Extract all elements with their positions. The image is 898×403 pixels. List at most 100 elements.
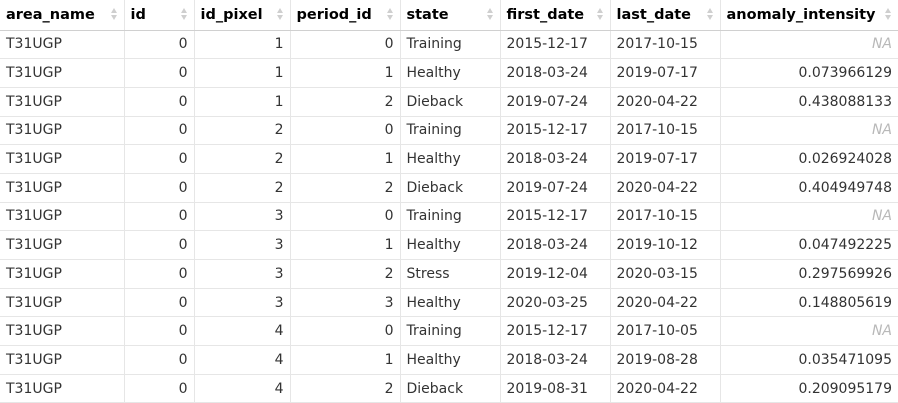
cell-id: 0 [124,316,195,347]
cell-area-name: T31UGP [0,288,125,318]
cell-area-name: T31UGP [0,87,125,117]
cell-state: Training [400,116,501,146]
table-header: area_name id id_pixel period_id state first_d… [0,0,898,31]
sort-icon[interactable] [706,7,714,21]
table-row[interactable]: T31UGP 0 4 2 Dieback 2019-08-31 2020-04-22 0.20… [0,374,898,403]
cell-id-pixel: 4 [194,345,291,375]
table-row[interactable]: T31UGP 0 2 0 Training 2015-12-17 2017-10-15 NA [0,116,898,146]
cell-area-name: T31UGP [0,173,125,203]
column-header-label: state [406,6,449,23]
cell-anomaly-intensity: NA [720,316,898,347]
table-row[interactable]: T31UGP 0 3 3 Healthy 2020-03-25 2020-04-22 0.14… [0,288,898,318]
cell-first-date: 2018-03-24 [500,230,611,260]
table-row[interactable]: T31UGP 0 4 1 Healthy 2018-03-24 2019-08-28 0.03… [0,345,898,375]
table-row[interactable]: T31UGP 0 3 2 Stress 2019-12-04 2020-03-15 0.297… [0,259,898,289]
cell-anomaly-intensity: 0.297569926 [720,259,898,289]
cell-id: 0 [124,374,195,403]
sort-icon[interactable] [885,7,892,21]
table-row[interactable]: T31UGP 0 3 1 Healthy 2018-03-24 2019-10-12 0.04… [0,230,898,260]
cell-id-pixel: 1 [194,87,291,117]
cell-first-date: 2015-12-17 [500,116,611,146]
sort-icon[interactable] [180,7,188,21]
sort-icon[interactable] [486,7,494,21]
cell-area-name: T31UGP [0,345,125,375]
cell-last-date: 2019-10-12 [610,230,721,260]
table-body: T31UGP 0 1 0 Training 2015-12-17 2017-10-15 NA T… [0,30,898,403]
cell-state: Healthy [400,58,501,88]
sort-icon[interactable] [596,7,604,21]
cell-id: 0 [124,116,195,146]
cell-last-date: 2017-10-15 [610,116,721,146]
column-header-id-pixel[interactable]: id_pixel [194,0,291,31]
column-header-label: last_date [616,6,692,23]
cell-last-date: 2020-04-22 [610,288,721,318]
cell-anomaly-intensity: 0.026924028 [720,144,898,174]
header-row: area_name id id_pixel period_id state first_d… [0,0,898,31]
cell-anomaly-intensity: 0.148805619 [720,288,898,318]
column-header-area-name[interactable]: area_name [0,0,125,31]
cell-period-id: 0 [290,316,401,347]
cell-state: Dieback [400,374,501,403]
cell-first-date: 2015-12-17 [500,30,611,60]
cell-period-id: 1 [290,345,401,375]
cell-state: Training [400,316,501,347]
cell-area-name: T31UGP [0,316,125,347]
column-header-first-date[interactable]: first_date [500,0,611,31]
column-header-last-date[interactable]: last_date [610,0,721,31]
cell-id-pixel: 2 [194,116,291,146]
column-header-state[interactable]: state [400,0,501,31]
table-row[interactable]: T31UGP 0 4 0 Training 2015-12-17 2017-10-05 NA [0,316,898,347]
cell-first-date: 2015-12-17 [500,316,611,347]
cell-area-name: T31UGP [0,259,125,289]
column-header-label: area_name [6,6,95,23]
sort-icon[interactable] [276,7,284,21]
cell-last-date: 2017-10-15 [610,202,721,232]
cell-last-date: 2017-10-05 [610,316,721,347]
cell-id-pixel: 4 [194,316,291,347]
cell-anomaly-intensity: NA [720,30,898,60]
cell-anomaly-intensity: 0.209095179 [720,374,898,403]
cell-state: Dieback [400,87,501,117]
cell-id-pixel: 3 [194,230,291,260]
cell-area-name: T31UGP [0,230,125,260]
cell-state: Training [400,30,501,60]
cell-period-id: 2 [290,374,401,403]
cell-state: Training [400,202,501,232]
column-header-label: anomaly_intensity [726,6,876,23]
cell-id-pixel: 3 [194,288,291,318]
table-row[interactable]: T31UGP 0 1 1 Healthy 2018-03-24 2019-07-17 0.07… [0,58,898,88]
cell-id: 0 [124,30,195,60]
table-row[interactable]: T31UGP 0 1 2 Dieback 2019-07-24 2020-04-22 0.43… [0,87,898,117]
table-row[interactable]: T31UGP 0 2 1 Healthy 2018-03-24 2019-07-17 0.02… [0,144,898,174]
cell-last-date: 2019-08-28 [610,345,721,375]
column-header-label: period_id [296,6,372,23]
cell-period-id: 3 [290,288,401,318]
cell-first-date: 2019-12-04 [500,259,611,289]
column-header-id[interactable]: id [124,0,195,31]
cell-id-pixel: 3 [194,202,291,232]
cell-anomaly-intensity: 0.073966129 [720,58,898,88]
cell-id-pixel: 2 [194,144,291,174]
column-header-anomaly-intensity[interactable]: anomaly_intensity [720,0,898,31]
cell-id: 0 [124,173,195,203]
cell-area-name: T31UGP [0,144,125,174]
column-header-period-id[interactable]: period_id [290,0,401,31]
table-row[interactable]: T31UGP 0 3 0 Training 2015-12-17 2017-10-15 NA [0,202,898,232]
cell-first-date: 2018-03-24 [500,144,611,174]
cell-area-name: T31UGP [0,58,125,88]
cell-first-date: 2019-08-31 [500,374,611,403]
table-row[interactable]: T31UGP 0 2 2 Dieback 2019-07-24 2020-04-22 0.40… [0,173,898,203]
cell-id: 0 [124,58,195,88]
cell-id: 0 [124,230,195,260]
cell-anomaly-intensity: 0.438088133 [720,87,898,117]
cell-anomaly-intensity: NA [720,202,898,232]
cell-area-name: T31UGP [0,116,125,146]
cell-state: Healthy [400,230,501,260]
cell-period-id: 2 [290,173,401,203]
cell-anomaly-intensity: 0.404949748 [720,173,898,203]
cell-period-id: 0 [290,202,401,232]
table-row[interactable]: T31UGP 0 1 0 Training 2015-12-17 2017-10-15 NA [0,30,898,60]
cell-last-date: 2020-03-15 [610,259,721,289]
sort-icon[interactable] [110,7,118,21]
sort-icon[interactable] [386,7,394,21]
